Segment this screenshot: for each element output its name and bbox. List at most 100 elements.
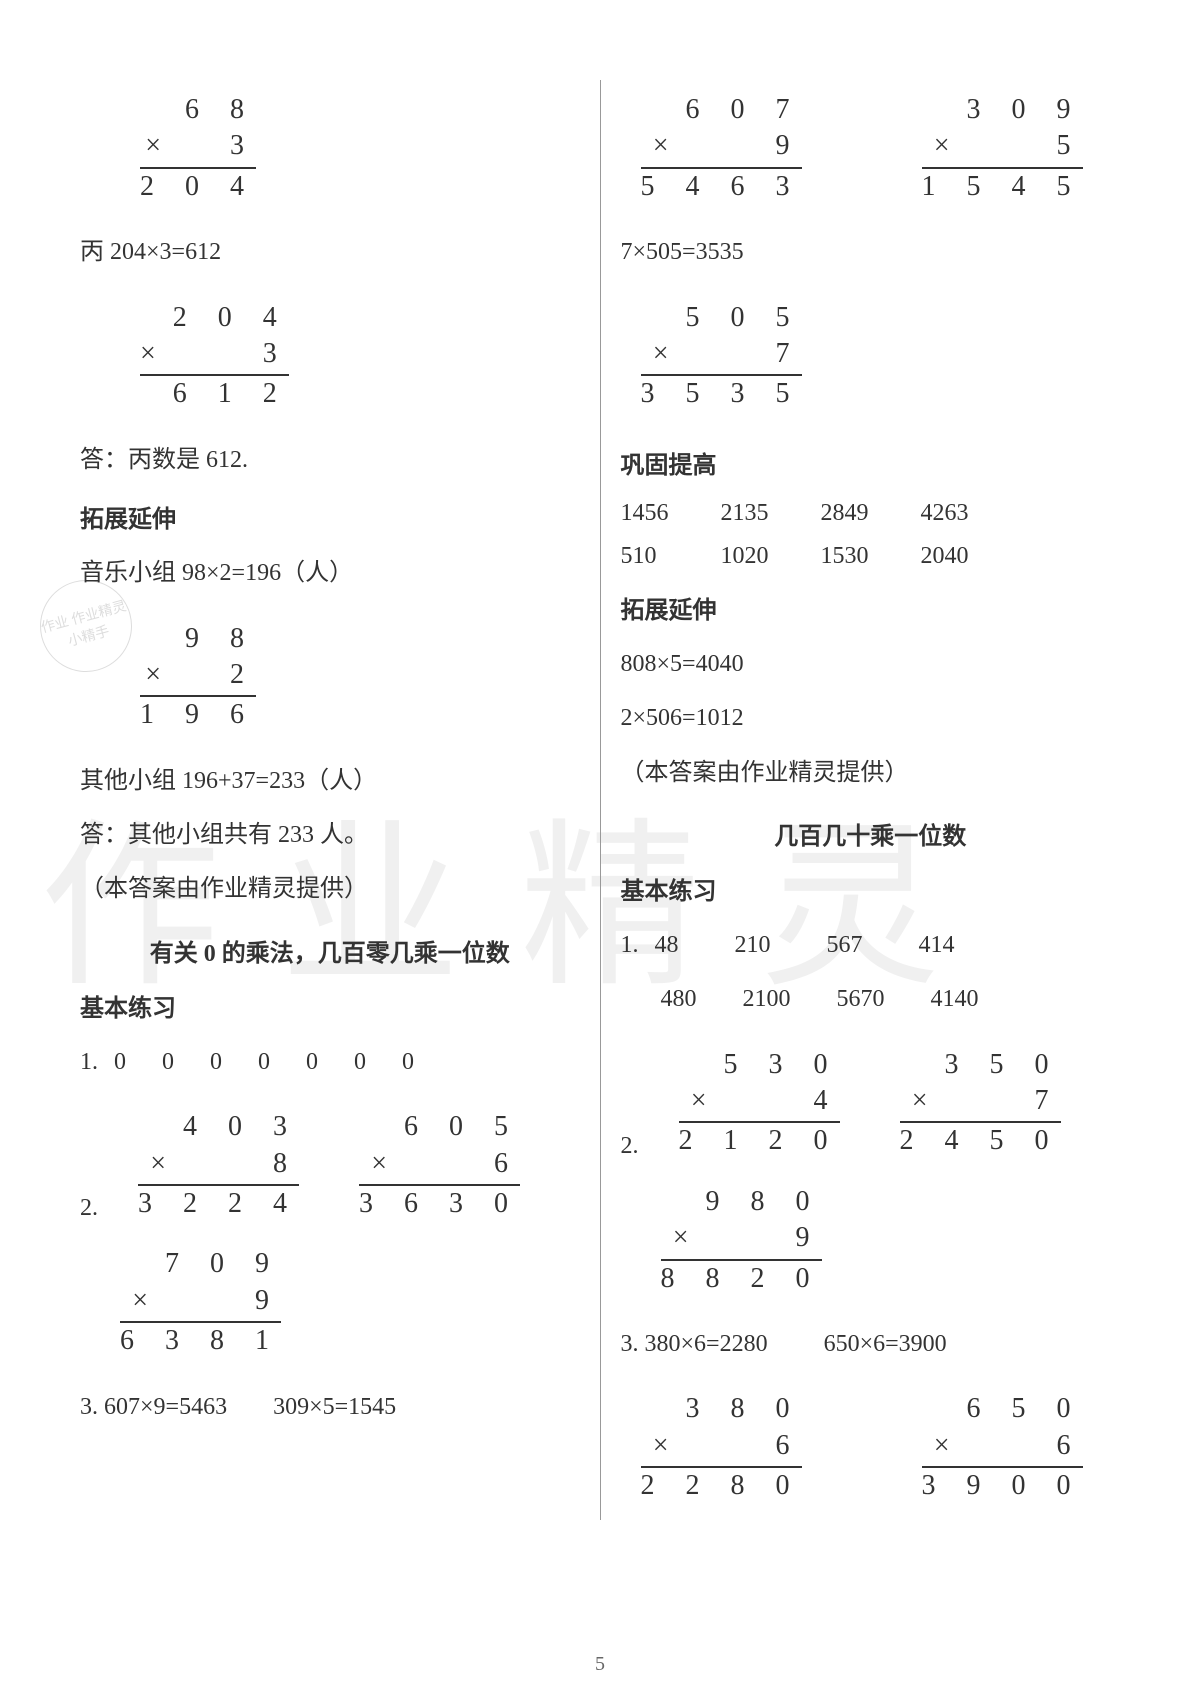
q2-label: 2.	[621, 1133, 639, 1160]
section-basic-right: 基本练习	[621, 871, 1121, 906]
vertical-calc-2: 2 0 4 × 3 6 1 2	[140, 300, 289, 413]
num: 2849	[821, 500, 881, 527]
calc-mid: × 6	[359, 1146, 520, 1186]
calc-result: 3 2 2 4	[138, 1186, 299, 1222]
q1-v4: 0	[306, 1049, 318, 1075]
q1-left: 1. 0 0 0 0 0 0 0	[80, 1043, 580, 1081]
num: 1020	[721, 543, 781, 570]
section-basic-left: 基本练习	[80, 988, 580, 1023]
q1-v3: 0	[258, 1049, 270, 1075]
eq1: 7×505=3535	[621, 233, 1121, 271]
calc-mid: × 9	[120, 1283, 281, 1323]
calc-mid: × 6	[641, 1428, 802, 1468]
calc-mid: × 8	[138, 1146, 299, 1186]
calc-result: 3 9 0 0	[922, 1468, 1083, 1504]
calc-top: 6 0 5	[359, 1109, 520, 1145]
q1-right-row2: 480 2100 5670 4140	[661, 980, 1121, 1018]
calc-top: 9 8 0	[661, 1184, 822, 1220]
q1-v0: 0	[114, 1049, 126, 1075]
calc-top: 3 0 9	[922, 92, 1083, 128]
vertical-calc-5: 6 0 5 × 6 3 6 3 0	[359, 1109, 520, 1222]
q3-right: 3. 380×6=2280 650×6=3900	[621, 1325, 1121, 1363]
num: 1530	[821, 543, 881, 570]
num: 510	[621, 543, 681, 570]
calc-mid: × 3	[140, 128, 256, 168]
calc-result: 3 6 3 0	[359, 1186, 520, 1222]
calc-result: 2 4 5 0	[900, 1123, 1061, 1159]
number-row-1: 1456 2135 2849 4263	[621, 500, 1121, 527]
calc-mid: × 2	[140, 657, 256, 697]
eq3: 2×506=1012	[621, 699, 1121, 737]
calc-top: 7 0 9	[120, 1246, 281, 1282]
number-row-2: 510 1020 1530 2040	[621, 543, 1121, 570]
section-gonggu: 巩固提高	[621, 445, 1121, 480]
calc-mid: × 4	[679, 1083, 840, 1123]
num: 4140	[931, 986, 979, 1012]
calc-top: 6 0 7	[641, 92, 802, 128]
q1-right-row1: 1. 48 210 567 414	[621, 926, 1121, 964]
vertical-calc-6: 7 0 9 × 9 6 3 8 1	[120, 1246, 281, 1359]
vertical-calc-3: 9 8 × 2 1 9 6	[140, 621, 256, 734]
answer-other: 答：其他小组共有 233 人。	[80, 816, 580, 854]
calc-pair-top: 6 0 7 × 9 5 4 6 3 3 0 9 × 5 1 5 4 5	[621, 80, 1121, 217]
page-content: 6 8 × 3 2 0 4 丙 204×3=612 2 0 4 × 3 6 1 …	[0, 0, 1200, 1560]
calc-result: 3 5 3 5	[641, 376, 802, 412]
calc-top: 6 8	[140, 92, 256, 128]
calc-top: 3 5 0	[900, 1047, 1061, 1083]
vertical-calc-13: 3 8 0 × 6 2 2 8 0	[641, 1391, 802, 1504]
section-extension-right: 拓展延伸	[621, 590, 1121, 625]
eq2: 808×5=4040	[621, 645, 1121, 683]
vertical-calc-4: 4 0 3 × 8 3 2 2 4	[138, 1109, 299, 1222]
calc-mid: × 9	[661, 1220, 822, 1260]
vertical-calc-12: 9 8 0 × 9 8 8 2 0	[661, 1184, 822, 1297]
num: 210	[735, 932, 771, 958]
calc-top: 2 0 4	[140, 300, 289, 336]
num: 2040	[921, 543, 981, 570]
vertical-calc-9: 5 0 5 × 7 3 5 3 5	[641, 300, 802, 413]
calc-top: 5 0 5	[641, 300, 802, 336]
calc-result: 2 1 2 0	[679, 1123, 840, 1159]
q3-a: 3. 607×9=5463	[80, 1394, 227, 1420]
calc-result: 2 2 8 0	[641, 1468, 802, 1504]
calc-top: 6 5 0	[922, 1391, 1083, 1427]
q3-calcs: 3 8 0 × 6 2 2 8 0 6 5 0 × 6 3 9 0 0	[621, 1379, 1121, 1516]
q2-right-row1: 2. 5 3 0 × 4 2 1 2 0 3 5 0 × 7 2 4 5 0	[621, 1035, 1121, 1172]
q2-row1: 2. 4 0 3 × 8 3 2 2 4 6 0 5 × 6 3 6 3 0	[80, 1097, 580, 1234]
q1-label: 1.	[80, 1049, 98, 1075]
q1-v6: 0	[402, 1049, 414, 1075]
calc-top: 3 8 0	[641, 1391, 802, 1427]
vertical-calc-7: 6 0 7 × 9 5 4 6 3	[641, 92, 802, 205]
vertical-calc-1: 6 8 × 3 2 0 4	[140, 92, 256, 205]
num: 4263	[921, 500, 981, 527]
calc-mid: × 6	[922, 1428, 1083, 1468]
topic-title-1: 有关 0 的乘法，几百零几乘一位数	[80, 933, 580, 968]
other-group-line: 其他小组 196+37=233（人）	[80, 762, 580, 800]
num: 5670	[837, 986, 885, 1012]
num: 1456	[621, 500, 681, 527]
calc-top: 9 8	[140, 621, 256, 657]
q1-v5: 0	[354, 1049, 366, 1075]
calc-mid: × 3	[140, 336, 289, 376]
num: 2135	[721, 500, 781, 527]
num: 480	[661, 986, 697, 1012]
q3-b: 309×5=1545	[273, 1394, 396, 1420]
left-column: 6 8 × 3 2 0 4 丙 204×3=612 2 0 4 × 3 6 1 …	[60, 80, 601, 1520]
num: 2100	[743, 986, 791, 1012]
text-bing-equation: 丙 204×3=612	[80, 233, 580, 271]
calc-result: 6 1 2	[140, 376, 289, 412]
q1-v2: 0	[210, 1049, 222, 1075]
num: 567	[827, 932, 863, 958]
vertical-calc-11: 3 5 0 × 7 2 4 5 0	[900, 1047, 1061, 1160]
right-column: 6 0 7 × 9 5 4 6 3 3 0 9 × 5 1 5 4 5 7×50…	[601, 80, 1141, 1520]
calc-result: 8 8 2 0	[661, 1261, 822, 1297]
vertical-calc-10: 5 3 0 × 4 2 1 2 0	[679, 1047, 840, 1160]
q3-a: 3. 380×6=2280	[621, 1331, 768, 1357]
num: 414	[919, 932, 955, 958]
credit-right: （本答案由作业精灵提供）	[621, 754, 1121, 792]
q3-left: 3. 607×9=5463 309×5=1545	[80, 1388, 580, 1426]
q1-v1: 0	[162, 1049, 174, 1075]
answer-bing: 答：丙数是 612.	[80, 441, 580, 479]
q3-b: 650×6=3900	[824, 1331, 947, 1357]
q1-label: 1.	[621, 932, 639, 958]
vertical-calc-14: 6 5 0 × 6 3 9 0 0	[922, 1391, 1083, 1504]
